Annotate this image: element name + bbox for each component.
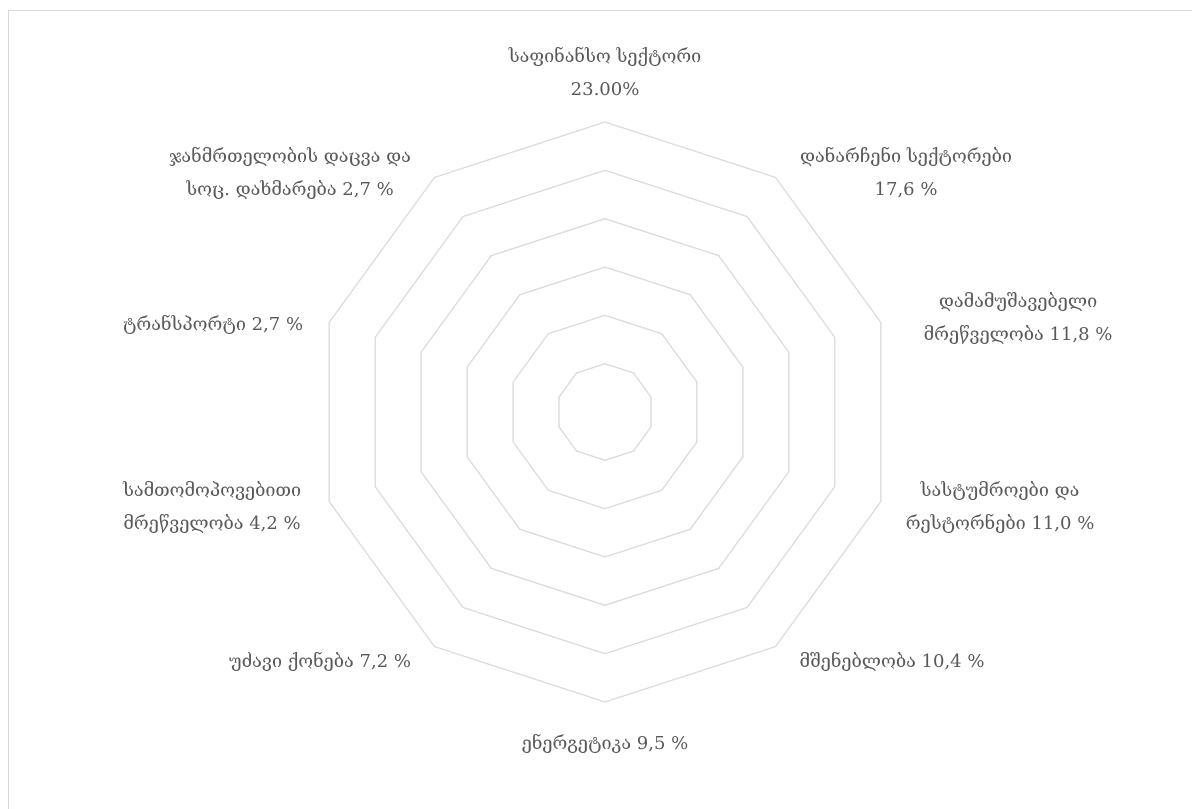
grid-ring <box>328 121 882 703</box>
axis-label: 23.00% <box>571 79 640 100</box>
grid-ring <box>466 266 744 558</box>
grid-ring <box>374 169 836 655</box>
axis-label: უძავი ქონება 7,2 % <box>229 650 411 672</box>
axis-label: სასტუმროები და <box>920 480 1080 501</box>
grid-ring <box>558 363 652 461</box>
axis-label: დანარჩენი სექტორები <box>800 145 1012 167</box>
axis-label: ტრანსპორტი 2,7 % <box>123 313 303 335</box>
grid-ring <box>512 314 698 510</box>
axis-label: ჯანმრთელობის დაცვა და <box>169 145 411 167</box>
axis-label: ენერგეტიკა 9,5 % <box>522 732 689 754</box>
axis-label: საფინანსო სექტორი <box>508 45 702 67</box>
axis-label: რესტორნები 11,0 % <box>906 512 1095 534</box>
axis-label: 17,6 % <box>875 179 938 200</box>
axis-label: მშენებლობა 10,4 % <box>800 650 985 672</box>
axis-label: მრეწველობა 4,2 % <box>123 513 300 534</box>
axis-label: სოც. დახმარება 2,7 % <box>185 179 394 200</box>
axis-label: დამამუშავებელი <box>939 291 1097 312</box>
axis-label: სამთომოპოვებითი <box>122 480 301 501</box>
chart-frame <box>8 10 1192 809</box>
axis-label: მრეწველობა 11,8 % <box>924 324 1113 345</box>
grid-ring <box>420 218 790 606</box>
